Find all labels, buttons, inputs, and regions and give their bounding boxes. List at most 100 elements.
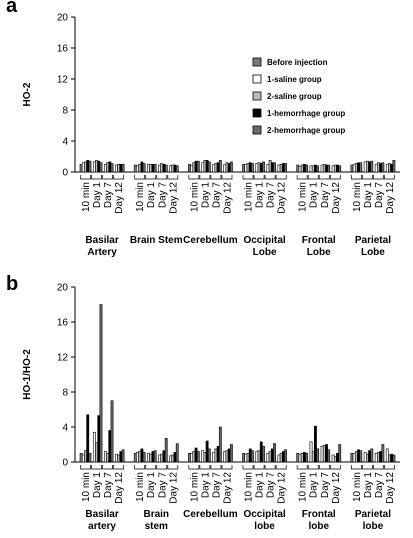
x-tick-label: 10 min (81, 182, 92, 212)
x-tick-label: Day 1 (255, 182, 266, 209)
bar (160, 453, 164, 463)
legend-label: 2-saline group (267, 92, 322, 101)
legend-swatch (252, 125, 262, 135)
slot-bracket (199, 465, 211, 470)
bar (279, 163, 283, 173)
bar (333, 456, 337, 463)
x-tick-label: Day 1 (92, 472, 103, 499)
bar (354, 451, 358, 463)
bar (365, 453, 369, 463)
legend-swatch (252, 108, 262, 118)
bar (214, 163, 218, 173)
slot-bracket (199, 175, 211, 180)
bar (169, 165, 173, 173)
bar (270, 448, 274, 463)
group-label: Frontal lobe (302, 509, 336, 532)
bar (281, 163, 285, 173)
slot-bracket (188, 465, 200, 470)
bar (136, 452, 139, 463)
bar (162, 163, 166, 173)
slot-bracket (102, 465, 113, 470)
x-tick-label: Day 7 (374, 182, 385, 209)
slot-bracket (210, 175, 222, 180)
bar (214, 448, 218, 463)
bar (136, 165, 139, 173)
bar (203, 452, 207, 463)
x-tick-label: Day 7 (320, 182, 331, 209)
legend-label: 2-hemorrhage group (267, 126, 345, 135)
y-tick-label: 12 (57, 75, 69, 86)
x-tick-label: Day 7 (157, 182, 168, 209)
x-tick-label: Day 12 (222, 182, 233, 214)
bar (248, 448, 252, 463)
bar (216, 162, 220, 173)
bar (350, 164, 354, 173)
x-tick-label: Day 1 (146, 182, 157, 209)
bar (218, 160, 222, 173)
bar (227, 163, 231, 173)
bar (246, 452, 250, 463)
bar (190, 452, 194, 463)
legend-swatch (252, 74, 262, 84)
bar (359, 450, 363, 463)
bar (223, 451, 227, 463)
bar (255, 163, 259, 173)
group-label: Occipital lobe (243, 509, 285, 532)
bar (133, 452, 137, 463)
slot-bracket (350, 465, 362, 470)
bar (138, 451, 142, 463)
x-tick-label: 10 min (135, 472, 146, 502)
x-tick-label: 10 min (298, 182, 309, 212)
bar (103, 163, 107, 173)
bar (327, 164, 331, 173)
bar (388, 163, 391, 173)
bar (273, 443, 276, 463)
bar (381, 162, 385, 173)
bar (207, 448, 211, 463)
bar (216, 445, 220, 463)
bar (284, 163, 287, 173)
slot-bracket (221, 175, 233, 180)
bar (259, 441, 263, 463)
bar (314, 164, 317, 173)
bar (117, 454, 121, 463)
bar (175, 443, 179, 463)
x-tick-label: 10 min (189, 182, 200, 212)
bar (309, 165, 313, 173)
bar (147, 163, 150, 173)
y-tick-label: 12 (57, 353, 69, 364)
x-tick-label: Day 7 (266, 182, 277, 209)
bar (242, 452, 246, 463)
slot-bracket (318, 175, 330, 180)
bar (225, 450, 229, 463)
bar (268, 160, 272, 173)
bar (385, 163, 389, 173)
group-label: Brain Stem (130, 235, 183, 246)
bar (357, 162, 360, 173)
slot-bracket (296, 465, 308, 470)
x-tick-label: Day 1 (363, 182, 374, 209)
bar (188, 452, 191, 463)
bar (300, 452, 304, 463)
slot-bracket (113, 465, 125, 470)
slot-bracket (264, 175, 276, 180)
slot-bracket (80, 175, 91, 180)
bar (325, 444, 328, 463)
bar (175, 165, 179, 173)
bar (88, 452, 92, 463)
bar (331, 165, 335, 173)
bar (338, 165, 342, 173)
bar (270, 162, 274, 173)
slot-bracket (134, 465, 146, 470)
x-tick-label: Day 1 (363, 472, 374, 499)
slot-bracket (188, 175, 200, 180)
slot-bracket (221, 465, 233, 470)
slot-bracket (373, 465, 384, 470)
x-tick-label: Day 1 (146, 472, 157, 499)
x-tick-label: 10 min (352, 182, 363, 212)
bar (302, 452, 306, 463)
x-tick-label: Day 1 (255, 472, 266, 499)
y-tick-label: 16 (57, 44, 69, 55)
bar (97, 415, 101, 463)
